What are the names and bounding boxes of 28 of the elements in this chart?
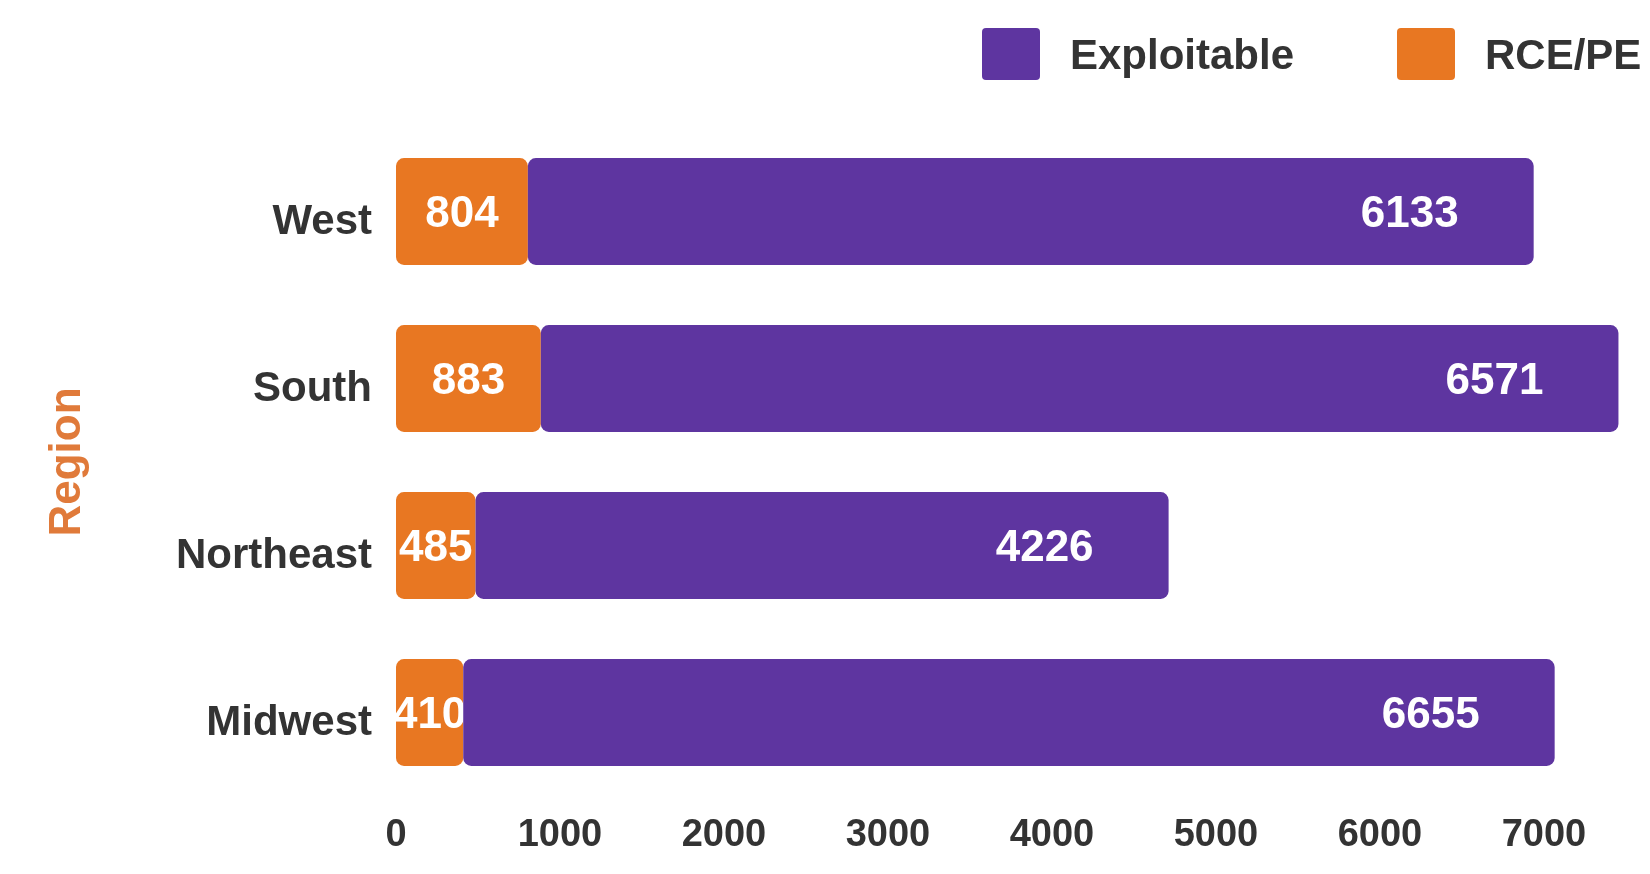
data-label: 485 xyxy=(399,521,473,570)
x-tick-label: 7000 xyxy=(1501,812,1587,854)
x-tick-label: 4000 xyxy=(1009,812,1095,854)
y-tick-label: West xyxy=(272,196,373,243)
y-tick-label: Midwest xyxy=(206,697,373,744)
x-tick-label: 0 xyxy=(385,812,407,854)
data-label: 6133 xyxy=(1360,187,1459,236)
data-label: 6571 xyxy=(1445,354,1544,403)
x-tick-label: 2000 xyxy=(681,812,767,854)
x-tick-label: 3000 xyxy=(845,812,931,854)
data-label: 804 xyxy=(425,187,500,236)
x-tick-label: 1000 xyxy=(517,812,603,854)
legend-label: Exploitable xyxy=(1070,30,1295,78)
bar xyxy=(396,158,528,265)
y-axis-title: Region xyxy=(40,387,89,537)
bar xyxy=(463,659,1555,766)
x-tick-label: 5000 xyxy=(1173,812,1259,854)
bar xyxy=(527,158,1534,265)
bar xyxy=(540,325,1619,432)
data-label: 4226 xyxy=(995,521,1094,570)
legend-label: RCE/PE xyxy=(1485,30,1642,78)
y-tick-label: South xyxy=(253,363,372,410)
bar xyxy=(396,325,541,432)
x-tick-label: 6000 xyxy=(1337,812,1423,854)
data-label: 883 xyxy=(431,354,506,403)
y-tick-label: Northeast xyxy=(175,530,372,577)
bar xyxy=(475,492,1169,599)
data-label: 6655 xyxy=(1381,688,1480,737)
